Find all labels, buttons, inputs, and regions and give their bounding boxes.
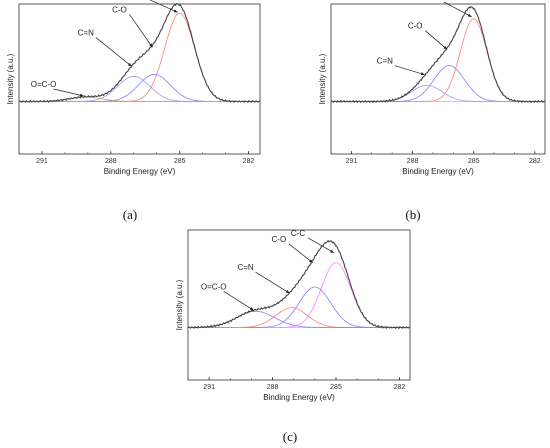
peak-label-c-o: C-O	[272, 235, 287, 244]
chart-panel-b: Intensity (a.u.) 291 288 285 282 Binding Ener…	[318, 0, 546, 222]
y-axis-label: Intensity (a.u.)	[6, 53, 15, 104]
component-curve-c-c	[188, 262, 410, 328]
x-tick-label: 285	[330, 384, 342, 391]
x-tick-label: 288	[105, 158, 117, 165]
x-tick-label: 285	[174, 158, 186, 165]
panel-caption-b: (b)	[405, 207, 420, 222]
arrowhead	[127, 62, 132, 67]
annotation-arrow	[223, 291, 254, 311]
plot-frame	[18, 3, 261, 155]
annotation-arrow	[288, 243, 314, 264]
peak-label-c-n: C=N	[78, 28, 94, 37]
annotation-arrow	[394, 65, 425, 76]
annotation-arrow	[424, 30, 448, 50]
panel-caption-c: (c)	[283, 429, 297, 444]
peak-label-c-o: C-O	[408, 22, 423, 31]
plot-frame	[330, 3, 546, 155]
component-curve-c-o	[331, 65, 545, 102]
annotation-arrow	[255, 271, 290, 294]
annotation-arrow	[53, 88, 84, 97]
envelope-curve	[330, 6, 546, 104]
x-tick-label: 288	[267, 384, 279, 391]
peak-label-c-n: C=N	[237, 263, 253, 272]
component-curve-c-o	[188, 286, 410, 328]
peak-label-c-o: C-O	[112, 5, 127, 14]
x-tick-label: 282	[394, 384, 406, 391]
x-tick-label: 282	[243, 158, 255, 165]
envelope-curve	[18, 3, 261, 104]
peak-label-c-c: C-C	[427, 0, 441, 2]
y-axis-label: Intensity (a.u.)	[175, 279, 184, 330]
panel-caption-a: (a)	[123, 207, 137, 222]
arrowhead	[330, 249, 334, 253]
arrowhead	[467, 13, 472, 17]
peak-label-o-c-o: O=C-O	[201, 282, 227, 291]
x-tick-label: 288	[407, 158, 419, 165]
x-axis-label: Binding Energy (eV)	[263, 393, 335, 402]
x-tick-label: 291	[203, 384, 215, 391]
arrowhead	[420, 72, 425, 76]
x-tick-label: 291	[36, 158, 48, 165]
x-tick-label: 285	[468, 158, 480, 165]
arrowhead	[285, 289, 290, 294]
annotation-arrow	[307, 237, 335, 254]
y-axis-label: Intensity (a.u.)	[318, 53, 327, 104]
peak-label-o-c-o: O=C-O	[31, 80, 57, 89]
envelope-curve	[187, 239, 410, 330]
x-tick-label: 291	[346, 158, 358, 165]
annotation-arrow	[129, 14, 153, 48]
peak-label-c-c: C-C	[291, 229, 305, 238]
annotation-arrow	[149, 0, 178, 13]
annotation-arrow	[95, 37, 132, 67]
x-axis-label: Binding Energy (eV)	[402, 167, 474, 176]
peak-label-c-n: C=N	[377, 57, 393, 66]
arrowhead	[173, 9, 178, 13]
arrowhead	[443, 45, 448, 50]
chart-panel-c: Intensity (a.u.) 291 288 285 282 Binding Ener…	[175, 229, 411, 444]
plot-frame	[187, 229, 411, 381]
arrowhead	[79, 93, 84, 97]
x-axis-label: Binding Energy (eV)	[104, 167, 176, 176]
x-tick-label: 282	[529, 158, 541, 165]
arrowhead	[249, 307, 254, 311]
chart-panel-a: Intensity (a.u.) 291 288 285 282 Binding Ener…	[6, 0, 261, 222]
arrowhead	[149, 43, 153, 48]
annotation-arrow	[443, 1, 472, 18]
arrowhead	[309, 259, 313, 263]
